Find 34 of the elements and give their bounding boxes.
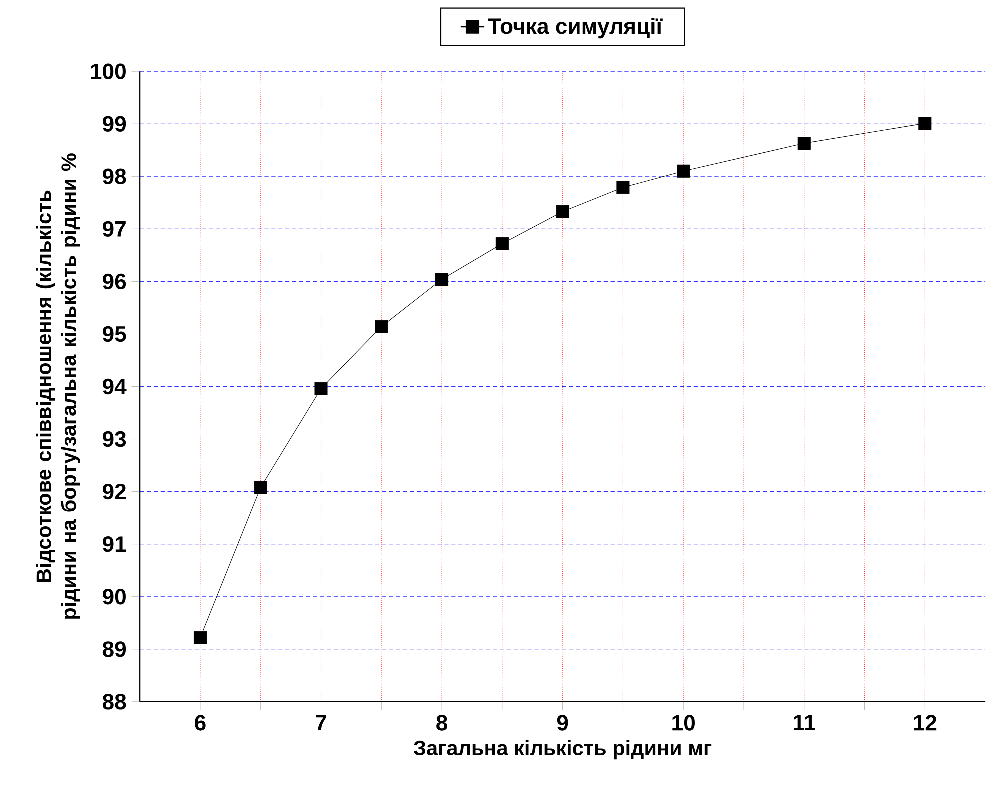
y-tick-label: 89	[102, 642, 126, 658]
point	[677, 164, 690, 178]
x-tick-label: 11	[794, 715, 816, 730]
point	[616, 181, 630, 194]
y-tick-label: 100	[91, 64, 126, 80]
point	[194, 631, 207, 644]
y-tick-label: 93	[103, 431, 126, 448]
point	[436, 273, 449, 286]
point	[798, 137, 811, 150]
x-tick-label: 10	[672, 715, 695, 731]
y-tick-label: 91	[103, 536, 126, 552]
y-tick-label: 95	[103, 326, 126, 342]
y-tick-label: 88	[102, 694, 126, 710]
legend-label: Точка симуляції	[488, 18, 663, 39]
y-tick-label: 94	[103, 378, 127, 395]
y-axis-title: Відсоткове співвідношення (кількість рідини на борту/загальна кількість рідини %	[36, 154, 80, 619]
y-tick-label: 97	[103, 221, 126, 238]
point	[496, 237, 509, 250]
y-tick-label: 96	[103, 274, 126, 290]
x-tick-label: 9	[557, 715, 568, 731]
point	[918, 117, 932, 130]
point	[556, 205, 570, 218]
point	[375, 320, 388, 334]
x-axis-title: Загальна кількість рідини мг	[414, 740, 712, 760]
x-tick-label: 7	[316, 715, 326, 730]
x-tick-label: 6	[195, 715, 206, 731]
x-tick-label: 12	[914, 715, 937, 731]
point	[314, 382, 328, 396]
x-tick-label: 8	[436, 715, 448, 731]
point	[254, 481, 268, 494]
y-tick-label: 98	[103, 168, 126, 184]
y-tick-label: 92	[103, 484, 126, 500]
y-tick-label: 99	[103, 116, 126, 132]
y-tick-label: 90	[103, 589, 126, 605]
